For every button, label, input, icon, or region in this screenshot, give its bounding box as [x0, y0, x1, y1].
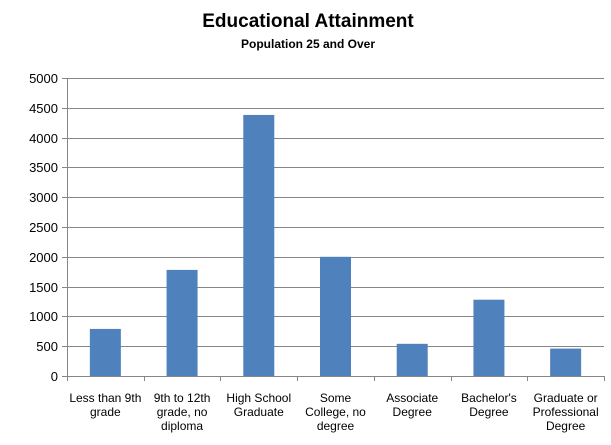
axes — [62, 78, 605, 381]
y-tick-label: 4500 — [29, 101, 58, 116]
bar — [550, 348, 582, 376]
y-tick-label: 500 — [36, 339, 58, 354]
x-category-label: Some College, no degree — [305, 391, 366, 433]
x-axis-category-labels: Less than 9th grade 9th to 12th grade, no di… — [69, 391, 598, 433]
bars — [89, 114, 582, 376]
x-category-label: Less than 9th grade — [69, 391, 141, 419]
y-tick-label: 3500 — [29, 160, 58, 175]
bar — [166, 269, 198, 376]
bar — [396, 343, 428, 376]
bar — [89, 328, 121, 376]
y-tick-label: 4000 — [29, 131, 58, 146]
bar — [473, 299, 505, 376]
y-tick-label: 2500 — [29, 220, 58, 235]
x-category-label: Associate Degree — [386, 391, 438, 419]
chart-title: Educational Attainment — [202, 11, 414, 32]
y-tick-label: 1000 — [29, 309, 58, 324]
y-tick-label: 3000 — [29, 190, 58, 205]
gridlines — [67, 78, 604, 347]
chart-subtitle: Population 25 and Over — [241, 37, 375, 51]
y-tick-label: 2000 — [29, 250, 58, 265]
y-axis-tick-labels: 0 500 1000 1500 2000 2500 3000 3500 4000 4500 5000 — [29, 71, 58, 384]
y-tick-label: 0 — [51, 369, 58, 384]
x-category-label: Bachelor's Degree — [461, 391, 517, 419]
bar — [320, 256, 351, 376]
y-tick-label: 5000 — [29, 71, 58, 86]
y-tick-label: 1500 — [29, 280, 58, 295]
x-category-label: 9th to 12th grade, no diploma — [154, 391, 211, 433]
x-category-label: High School Graduate — [226, 391, 291, 419]
x-category-label: Graduate or Professional Degree — [533, 391, 599, 433]
bar — [243, 114, 275, 376]
